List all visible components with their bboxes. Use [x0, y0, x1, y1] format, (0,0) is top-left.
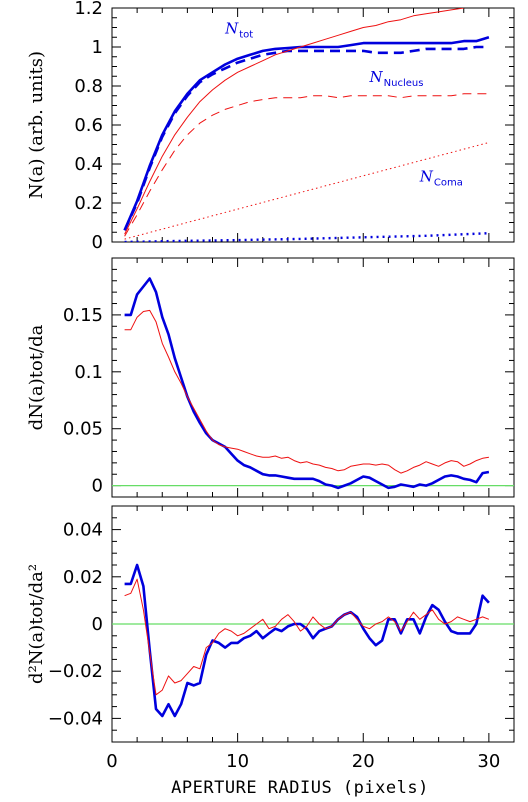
y-tick-label: 0.15 — [63, 305, 103, 326]
y-tick-label: 0.02 — [63, 567, 103, 588]
y-axis-label: dN(a)tot/da — [26, 324, 47, 430]
panel-first-derivative: 0 0.05 0.1 0.15 dN(a)tot/da — [26, 257, 515, 498]
y-tick-label: 0 — [92, 232, 103, 253]
y-axis-label: d²N(a)tot/da² — [26, 564, 47, 684]
y-tick-label: 0 — [92, 476, 103, 497]
y-tick-label: 0 — [92, 614, 103, 635]
y-tick-label: 0.05 — [63, 419, 103, 440]
panel-second-derivative: −0.04 −0.02 0 0.02 0.04 0 10 20 30 d²N(a)tot/da² — [26, 505, 515, 772]
y-tick-label: 1 — [92, 37, 103, 58]
y-tick-label: −0.04 — [48, 708, 103, 729]
series-line-red-solid-thin — [124, 578, 490, 696]
y-axis-label: N(a) (arb. units) — [26, 51, 47, 199]
series-line-red-solid-thin — [124, 8, 464, 235]
series-annotation: NComa — [419, 168, 463, 189]
series-line-red-dotted-thin — [124, 142, 490, 240]
x-tick-label: 10 — [226, 751, 249, 772]
series-line-blue-dotted-thick — [124, 232, 489, 242]
y-tick-label: 0.1 — [74, 362, 103, 383]
x-tick-label: 0 — [106, 751, 117, 772]
y-tick-label: −0.02 — [48, 661, 103, 682]
y-tick-label: 0.8 — [74, 76, 103, 97]
x-tick-label: 20 — [352, 751, 375, 772]
y-tick-label: 0.4 — [74, 154, 103, 175]
series-line-blue-dashed-thick — [123, 45, 489, 231]
x-tick-label: 30 — [477, 751, 500, 772]
y-tick-label: 1.2 — [74, 0, 103, 19]
series-annotation: Ntot — [224, 19, 253, 40]
series-line-blue-solid-thick — [124, 563, 490, 718]
y-tick-label: 0.6 — [74, 115, 103, 136]
series-annotation: NNucleus — [369, 68, 424, 89]
series-line-red-dashed-thin — [124, 93, 489, 237]
x-axis-label: APERTURE RADIUS (pixels) — [171, 778, 429, 798]
series-line-red-solid-thin — [124, 309, 489, 474]
y-tick-label: 0.04 — [63, 520, 103, 541]
series-line-blue-solid-thick — [123, 35, 490, 231]
panel-cumulative-counts: 0 0.2 0.4 0.6 0.8 1 1.2 N(a) (arb. units) Ntot NN… — [26, 0, 515, 253]
y-tick-label: 0.2 — [74, 193, 103, 214]
series-line-blue-solid-thick — [124, 277, 490, 490]
